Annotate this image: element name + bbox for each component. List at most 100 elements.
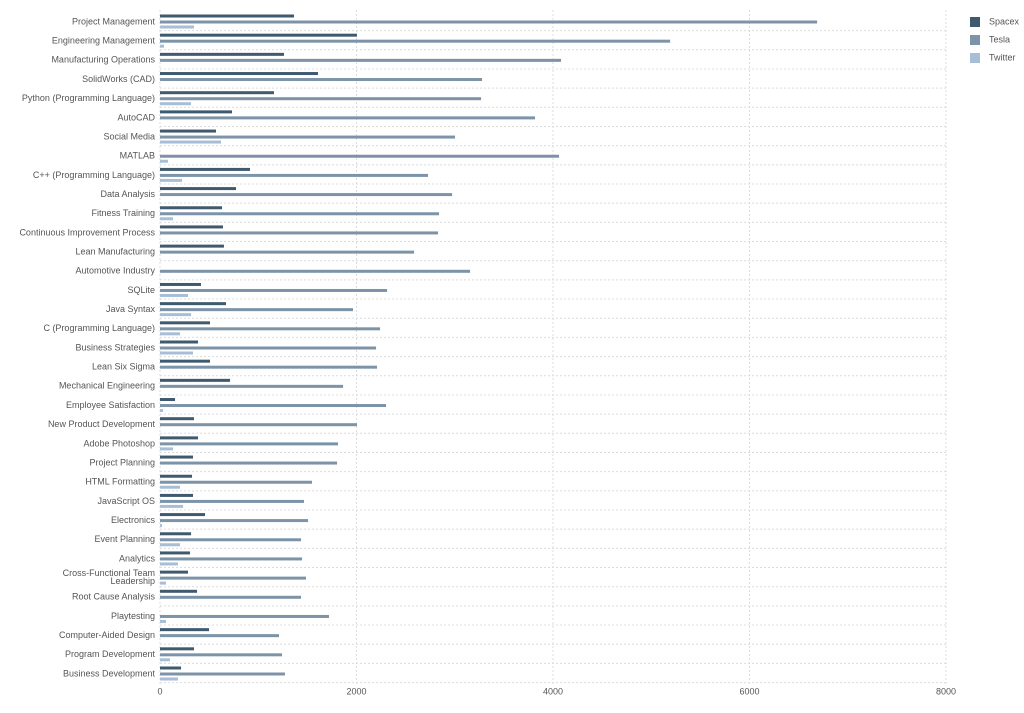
bar [160,321,211,325]
bar [160,91,274,95]
bar [160,97,482,101]
y-tick-label: Java Syntax [106,304,156,314]
bar [160,524,162,528]
bar [160,461,338,465]
bar [160,628,210,632]
bar [160,423,357,427]
bar [160,619,166,623]
legend-swatch [970,17,980,27]
y-tick-label: Data Analysis [100,189,155,199]
bar [160,102,192,106]
bar [160,485,181,489]
bar [160,365,378,369]
bar [160,647,194,651]
legend-label: Tesla [989,34,1010,44]
bar [160,658,171,662]
y-tick-label: Business Strategies [75,342,155,352]
bar [160,20,818,24]
bar [160,212,440,216]
bar [160,351,194,355]
bar [160,474,193,478]
bar [160,589,198,593]
y-tick-label: Mechanical Engineering [59,381,155,391]
bar [160,519,309,523]
bar [160,140,222,144]
bar [160,455,194,459]
bar [160,404,387,408]
bar [160,346,377,350]
x-tick-label: 6000 [739,686,759,696]
y-tick-label: Cross-Functional Team Leadership [63,568,155,586]
bar [160,282,201,286]
bar [160,52,284,56]
bar [160,293,189,297]
bar [160,269,471,273]
legend-swatch [970,53,980,63]
bar [160,504,183,508]
bar [160,167,250,171]
bar [160,614,329,618]
y-tick-label: Manufacturing Operations [51,55,155,65]
y-tick-label: Program Development [65,649,156,659]
bar [160,250,415,254]
y-tick-label: C++ (Programming Language) [33,170,155,180]
bar [160,480,312,484]
y-tick-label: Continuous Improvement Process [19,227,155,237]
y-tick-label: C (Programming Language) [43,323,155,333]
y-tick-label: Lean Manufacturing [75,246,155,256]
bar [160,193,453,197]
bar [160,543,181,547]
bar [160,313,192,317]
bar [160,72,318,76]
bar [160,447,173,451]
bar [160,44,165,48]
bar [160,217,173,221]
bar [160,557,303,561]
bar [160,581,166,585]
y-tick-label: Adobe Photoshop [83,438,155,448]
bar [160,442,339,446]
bar [160,672,285,676]
bar [160,417,194,421]
bar [160,78,483,82]
bar [160,58,562,62]
bar [160,308,354,312]
bar [160,677,178,681]
bar [160,576,306,580]
bar [160,532,192,536]
x-tick-label: 0 [157,686,162,696]
y-tick-label: Automotive Industry [75,266,155,276]
bar [160,436,199,440]
y-tick-label: HTML Formatting [85,477,155,487]
bar [160,206,222,210]
y-tick-label: Employee Satisfaction [66,400,155,410]
bar [160,231,439,235]
y-tick-label: SolidWorks (CAD) [82,74,155,84]
bar [160,359,211,363]
bar [160,513,205,517]
x-tick-label: 8000 [936,686,956,696]
x-tick-label: 4000 [543,686,563,696]
bar [160,634,279,638]
bar [160,288,388,292]
y-tick-label: Engineering Management [52,36,156,46]
legend-label: Spacex [989,16,1020,26]
y-tick-label: Event Planning [94,534,155,544]
legend-swatch [970,35,980,45]
bar [160,225,223,229]
bar [160,187,237,191]
bar [160,154,560,158]
y-tick-label: Lean Six Sigma [92,362,155,372]
y-tick-label: Root Cause Analysis [72,592,156,602]
bar [160,398,176,402]
bar [160,409,164,413]
bar [160,340,199,344]
bar [160,378,231,382]
bar [160,173,429,177]
y-tick-label: Fitness Training [91,208,155,218]
y-tick-label: MATLAB [120,151,155,161]
bar [160,39,671,43]
y-tick-label: Electronics [111,515,156,525]
bar [160,570,189,574]
